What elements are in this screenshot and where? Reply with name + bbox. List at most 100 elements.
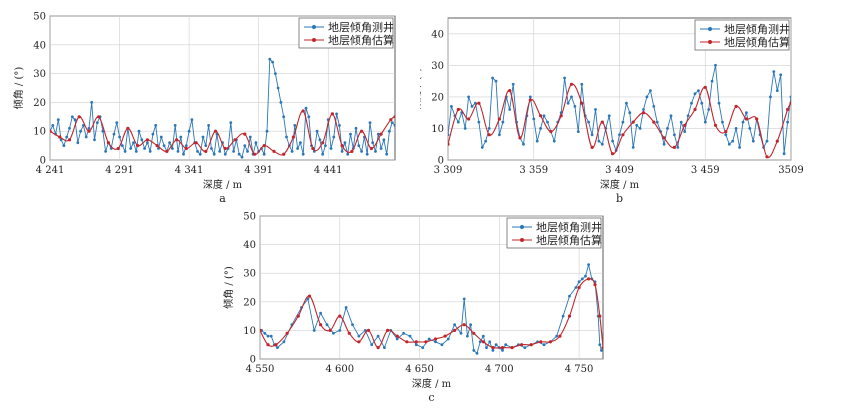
chart-a-point-estimated — [136, 144, 140, 148]
chart-b-point-measured — [731, 139, 735, 143]
chart-c-ytick-label: 0 — [250, 355, 256, 366]
chart-a-point-measured — [240, 155, 244, 159]
chart-b-point-measured — [463, 126, 467, 130]
chart-a-point-measured — [65, 135, 69, 139]
chart-a-point-measured — [146, 141, 149, 145]
chart-b-point-estimated — [789, 101, 791, 105]
chart-b-point-estimated — [703, 85, 707, 89]
chart-c-point-estimated — [307, 294, 312, 298]
chart-c-point-measured — [501, 349, 504, 352]
chart-a-point-estimated — [67, 138, 72, 142]
chart-c-ytick-label: 30 — [243, 269, 256, 280]
chart-b-point-measured — [590, 133, 594, 137]
chart-a-point-measured — [374, 150, 377, 153]
chart-a-point-measured — [293, 124, 297, 127]
chart-c-ytick-label: 10 — [243, 326, 256, 337]
chart-panel-a: 0 10 20 30 40 50 4 241 4 291 4 341 4 391 4 441 深度 /… — [0, 0, 420, 210]
chart-b-point-measured — [628, 111, 632, 115]
chart-c-point-estimated — [587, 277, 591, 281]
chart-c-point-measured — [453, 323, 456, 327]
chart-a-point-measured — [299, 141, 302, 145]
chart-b-point-measured — [779, 73, 783, 77]
chart-b-point-measured — [789, 95, 791, 99]
chart-b-point-measured — [676, 146, 680, 149]
chart-a-point-estimated — [213, 129, 218, 133]
chart-b-point-measured — [769, 95, 772, 99]
chart-c-legend-box — [506, 217, 602, 249]
chart-b-point-measured — [621, 120, 625, 124]
chart-b-point-estimated — [621, 133, 625, 137]
chart-a-point-measured — [212, 152, 216, 156]
chart-b-point-measured — [638, 126, 642, 130]
chart-c-point-measured — [478, 340, 482, 344]
chart-c-point-measured — [408, 334, 412, 338]
chart-c-point-measured — [269, 334, 273, 338]
chart-c-point-measured — [357, 334, 361, 338]
chart-b-point-measured — [738, 146, 741, 149]
chart-c-point-measured — [561, 314, 565, 318]
chart-b-point-measured — [542, 114, 546, 118]
chart-c-point-measured — [577, 280, 581, 284]
chart-a-point-measured — [315, 129, 319, 133]
chart-c-point-measured — [282, 340, 286, 344]
chart-b-point-measured — [484, 139, 488, 143]
chart-a-point-measured — [198, 152, 202, 156]
chart-b-point-estimated — [569, 82, 574, 86]
chart-b-point-estimated — [662, 136, 666, 140]
chart-c-point-estimated — [274, 343, 278, 347]
chart-b-point-measured — [635, 123, 639, 127]
chart-a-point-estimated — [145, 138, 149, 142]
chart-b-point-measured — [642, 108, 645, 111]
chart-c-subtitle: c — [428, 391, 434, 404]
chart-b-point-measured — [782, 152, 786, 156]
chart-a-point-measured — [104, 150, 107, 153]
chart-b-point-measured — [686, 114, 690, 118]
chart-c-xtick-label: 4 750 — [565, 364, 594, 375]
chart-b-xtick-label: 3509 — [778, 165, 803, 176]
chart-a-point-estimated — [116, 146, 120, 151]
chart-a-ytick-label: 40 — [33, 40, 46, 51]
chart-b-point-measured — [501, 120, 505, 124]
chart-b-xtick-label: 3 359 — [519, 165, 548, 176]
chart-a-point-measured — [68, 126, 71, 130]
chart-c-point-measured — [276, 346, 279, 349]
chart-a-point-measured — [168, 141, 172, 145]
chart-c-point-measured — [363, 329, 367, 332]
chart-c-point-estimated — [414, 340, 418, 344]
chart-c-point-measured — [485, 346, 488, 349]
chart-a-ytick-label: 0 — [40, 156, 46, 167]
chart-c-legend-label-estimated: 地层倾角估算 — [536, 233, 602, 247]
chart-b-point-measured — [745, 111, 748, 115]
chart-a-point-estimated — [223, 146, 227, 151]
chart-b-point-measured — [597, 139, 601, 143]
chart-c-point-estimated — [285, 331, 289, 335]
chart-a-point-measured — [237, 152, 241, 156]
chart-a-point-measured — [76, 141, 80, 145]
chart-a-point-measured — [62, 144, 66, 148]
chart-c-point-measured — [475, 351, 479, 355]
chart-c-point-estimated — [567, 314, 572, 318]
chart-b-point-measured — [734, 126, 738, 130]
chart-c-point-measured — [402, 331, 405, 335]
chart-a-point-measured — [343, 141, 347, 145]
chart-a-point-estimated — [379, 132, 383, 136]
chart-c-point-estimated — [395, 334, 399, 338]
chart-b-point-measured — [625, 101, 628, 105]
chart-b-point-estimated — [611, 152, 615, 156]
chart-b-ytick-label: 10 — [431, 124, 444, 135]
chart-a-point-measured — [304, 106, 308, 110]
chart-a-ytick-label: 50 — [33, 12, 46, 23]
chart-a-point-measured — [196, 150, 199, 153]
chart-a-point-estimated — [340, 144, 344, 148]
chart-b-point-estimated — [600, 120, 604, 124]
chart-a-point-measured — [123, 150, 127, 153]
chart-b-point-measured — [448, 133, 450, 137]
chart-a-point-measured — [84, 135, 88, 139]
chart-c-point-measured — [568, 294, 571, 298]
chart-c-point-estimated — [366, 328, 371, 332]
chart-c-point-measured — [266, 334, 270, 338]
chart-a-point-measured — [290, 150, 294, 153]
chart-a-point-measured — [268, 57, 272, 61]
chart-a-point-measured — [129, 147, 133, 150]
